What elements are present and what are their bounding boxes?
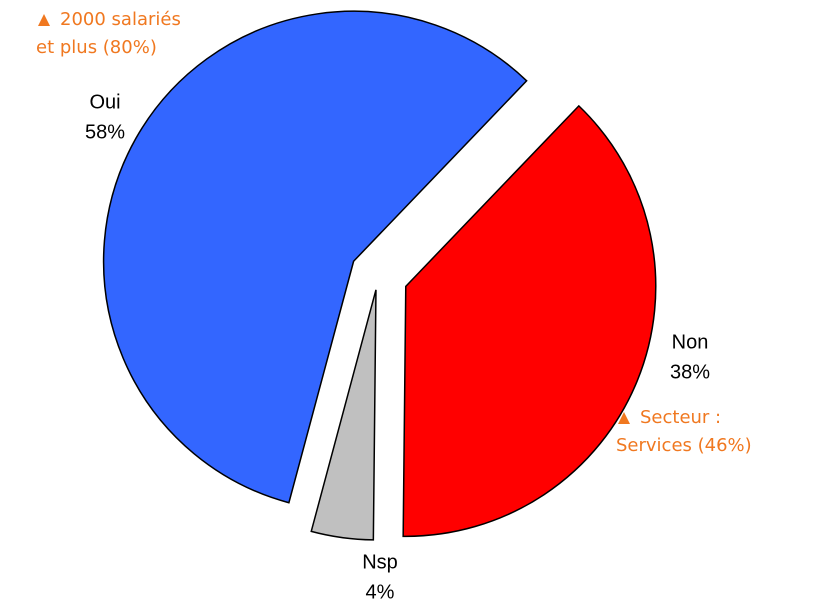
annotation-text: 2000 salariés [60, 9, 181, 30]
slice-percent: 38% [670, 361, 710, 383]
pie-slice [402, 104, 657, 538]
pie-slice [310, 289, 377, 541]
slice-percent: 4% [366, 581, 395, 603]
slice-category: Nsp [362, 551, 398, 573]
annotation-triangle [38, 14, 50, 26]
annotation-text: Secteur : [640, 407, 721, 428]
annotation-triangle [618, 412, 630, 424]
pie-slice [102, 10, 528, 504]
slice-percent: 58% [85, 121, 125, 143]
annotation-text: et plus (80%) [36, 37, 157, 58]
annotation-text: Services (46%) [616, 435, 752, 456]
slice-category: Non [672, 331, 709, 353]
slice-category: Oui [89, 91, 120, 113]
